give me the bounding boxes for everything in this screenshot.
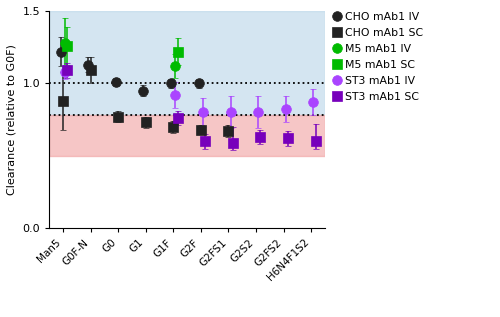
Bar xyxy=(49,115,325,156)
Y-axis label: Clearance (relative to G0F): Clearance (relative to G0F) xyxy=(7,44,17,195)
Legend: CHO mAb1 IV, CHO mAb1 SC, M5 mAb1 IV, M5 mAb1 SC, ST3 mAb1 IV, ST3 mAb1 SC: CHO mAb1 IV, CHO mAb1 SC, M5 mAb1 IV, M5… xyxy=(333,12,423,102)
Bar xyxy=(49,11,325,115)
